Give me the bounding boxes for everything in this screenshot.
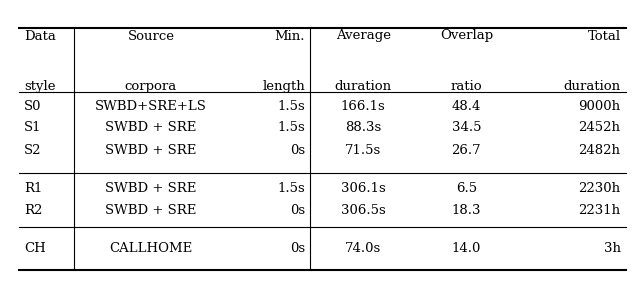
Text: Average: Average — [336, 29, 391, 43]
Text: 74.0s: 74.0s — [345, 241, 381, 255]
Text: 306.5s: 306.5s — [341, 204, 386, 216]
Text: SWBD + SRE: SWBD + SRE — [106, 143, 197, 157]
Text: 1.5s: 1.5s — [277, 182, 305, 194]
Text: 3h: 3h — [604, 241, 621, 255]
Text: Min.: Min. — [275, 29, 305, 43]
Text: 88.3s: 88.3s — [345, 121, 381, 133]
Text: Overlap: Overlap — [440, 29, 493, 43]
Text: 306.1s: 306.1s — [341, 182, 386, 194]
Text: SWBD+SRE+LS: SWBD+SRE+LS — [95, 100, 207, 114]
Text: 2482h: 2482h — [579, 143, 621, 157]
Text: 166.1s: 166.1s — [341, 100, 386, 114]
Text: SWBD + SRE: SWBD + SRE — [106, 204, 197, 216]
Text: R2: R2 — [24, 204, 42, 216]
Text: 0s: 0s — [290, 204, 305, 216]
Text: 48.4: 48.4 — [452, 100, 481, 114]
Text: 14.0: 14.0 — [452, 241, 481, 255]
Text: SWBD + SRE: SWBD + SRE — [106, 182, 197, 194]
Text: 18.3: 18.3 — [452, 204, 481, 216]
Text: Source: Source — [128, 29, 174, 43]
Text: 34.5: 34.5 — [452, 121, 481, 133]
Text: 2231h: 2231h — [578, 204, 621, 216]
Text: 0s: 0s — [290, 241, 305, 255]
Text: style: style — [24, 79, 56, 93]
Text: 1.5s: 1.5s — [277, 121, 305, 133]
Text: 1.5s: 1.5s — [277, 100, 305, 114]
Text: 2230h: 2230h — [578, 182, 621, 194]
Text: SWBD + SRE: SWBD + SRE — [106, 121, 197, 133]
Text: S2: S2 — [24, 143, 42, 157]
Text: Data: Data — [24, 29, 56, 43]
Text: length: length — [262, 79, 305, 93]
Text: S1: S1 — [24, 121, 42, 133]
Text: R1: R1 — [24, 182, 42, 194]
Text: 6.5: 6.5 — [456, 182, 477, 194]
Text: duration: duration — [564, 79, 621, 93]
Text: ratio: ratio — [451, 79, 482, 93]
Text: Total: Total — [588, 29, 621, 43]
Text: CALLHOME: CALLHOME — [109, 241, 193, 255]
Text: corpora: corpora — [125, 79, 177, 93]
Text: 9000h: 9000h — [578, 100, 621, 114]
Text: duration: duration — [335, 79, 392, 93]
Text: 71.5s: 71.5s — [345, 143, 381, 157]
Text: 2452h: 2452h — [579, 121, 621, 133]
Text: 26.7: 26.7 — [452, 143, 481, 157]
Text: CH: CH — [24, 241, 46, 255]
Text: 0s: 0s — [290, 143, 305, 157]
Text: S0: S0 — [24, 100, 42, 114]
